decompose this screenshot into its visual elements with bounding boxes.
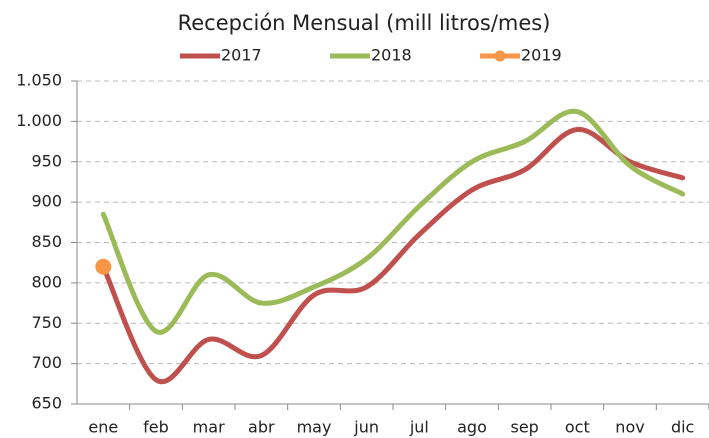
chart-title: Recepción Mensual (mill litros/mes) [178, 11, 551, 35]
legend-label: 2017 [221, 46, 262, 65]
series-line [100, 126, 686, 385]
x-tick-label: jul [409, 418, 429, 437]
y-tick-label: 650 [31, 394, 62, 413]
x-tick-label: mar [193, 418, 225, 437]
x-tick-label: jun [353, 418, 379, 437]
series-line [100, 108, 686, 335]
legend-label: 2018 [371, 46, 412, 65]
y-tick-label: 800 [31, 272, 62, 291]
legend-label: 2019 [521, 46, 562, 65]
x-tick-label: dic [671, 418, 694, 437]
x-tick-label: oct [565, 418, 590, 437]
x-tick-label: ago [457, 418, 487, 437]
x-tick-label: sep [510, 418, 538, 437]
y-tick-label: 700 [31, 353, 62, 372]
y-tick-label: 1.050 [16, 71, 62, 90]
y-tick-label: 850 [31, 232, 62, 251]
x-tick-label: feb [143, 418, 169, 437]
y-tick-label: 950 [31, 151, 62, 170]
x-tick-label: abr [248, 418, 275, 437]
x-tick-label: nov [615, 418, 644, 437]
x-tick-label: ene [88, 418, 118, 437]
point-marker [95, 258, 112, 275]
y-tick-label: 750 [31, 313, 62, 332]
y-tick-label: 900 [31, 192, 62, 211]
y-tick-label: 1.000 [16, 111, 62, 130]
legend-marker [494, 50, 506, 62]
x-tick-label: may [297, 418, 332, 437]
